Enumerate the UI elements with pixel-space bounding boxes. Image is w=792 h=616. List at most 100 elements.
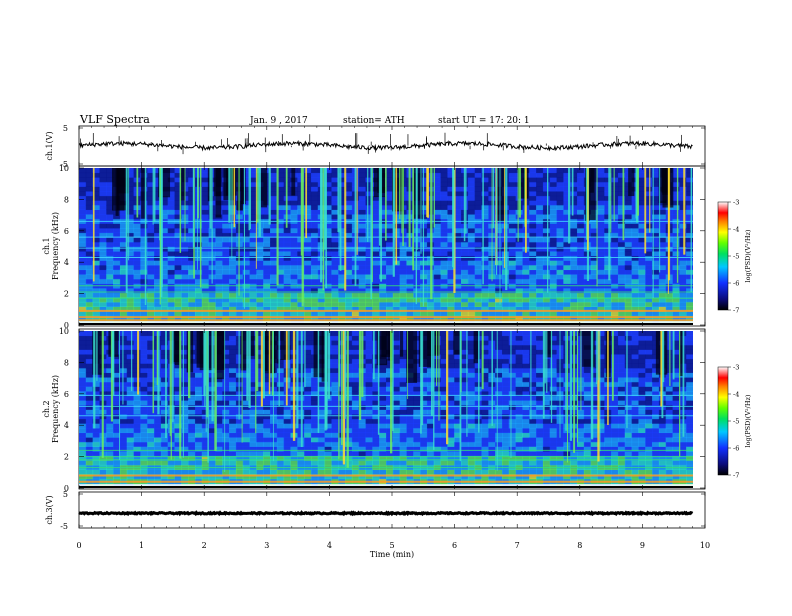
spectro-cell [577,214,584,219]
spectro-cell [93,437,100,442]
spectro-cell [175,260,182,265]
spectro-cell [372,223,379,228]
spectro-cell [154,469,161,474]
spectro-cell [304,168,311,173]
spectro-cell [113,256,120,261]
spectro-cell [359,182,366,187]
spectro-cell [563,260,570,265]
spectro-cell [482,293,489,298]
spectro-cell [229,223,236,228]
spectro-cell [550,210,557,215]
spectro-cell [195,386,202,391]
spectro-cell [120,409,127,414]
spectro-cell [195,451,202,456]
spectro-cell [181,260,188,265]
spectro-cell [550,256,557,261]
spectro-cell [352,345,359,350]
spectro-cell [311,270,318,275]
spectro-cell [290,451,297,456]
spectro-cell [570,186,577,191]
spectro-cell [311,405,318,410]
spectro-cell [550,242,557,247]
spectro-cell [638,260,645,265]
spectro-cell [106,242,113,247]
spectro-cell [79,423,86,428]
spectro-cell [284,274,291,279]
spectro-cell [120,451,127,456]
spectro-cell [134,223,141,228]
spectro-cell [557,200,564,205]
spectro-cell [645,293,652,298]
spectro-cell [359,293,366,298]
spectro-cell [447,293,454,298]
spectro-cell [679,214,686,219]
spectro-cell [106,460,113,465]
spectro-cell [127,349,134,354]
spectro-cell [372,265,379,270]
spectro-cell [577,279,584,284]
spectro-cell [679,191,686,196]
spectro-cell [263,423,270,428]
spectro-cell [86,196,93,201]
spectro-cell [673,177,680,182]
spectro-cell [618,260,625,265]
spectro-cell [406,405,413,410]
spectro-cell [372,260,379,265]
spectro-cell [461,251,468,256]
spectro-cell [352,293,359,298]
spectro-cell [522,270,529,275]
spectro-cell [120,331,127,336]
spectro-cell [79,251,86,256]
spectro-cell [645,270,652,275]
spectro-cell [331,237,338,242]
spectro-cell [304,469,311,474]
spectro-cell [256,274,263,279]
spectro-cell [263,469,270,474]
spectro-cell [441,182,448,187]
spectro-cell [284,293,291,298]
spectro-cell [134,451,141,456]
spectro-cell [543,260,550,265]
spectro-cell [147,414,154,419]
spectro-cell [229,274,236,279]
spectro-cell [86,265,93,270]
spectro-cell [625,210,632,215]
spectro-cell [140,265,147,270]
spectro-cell [379,293,386,298]
spectro-cell [127,354,134,359]
spectro-cell [181,419,188,424]
spectro-cell [359,270,366,275]
spectro-cell [543,270,550,275]
spectro-cell [475,177,482,182]
spectro-cell [147,228,154,233]
spectro-cell [284,414,291,419]
spectro-cell [86,354,93,359]
spectro-cell [161,400,168,405]
spectro-cell [229,302,236,307]
spectro-cell [168,251,175,256]
spectro-cell [570,200,577,205]
spectro-cell [686,191,693,196]
spectro-cell [243,409,250,414]
spectro-cell [468,293,475,298]
spectro-cell [93,428,100,433]
spectro-cell [604,242,611,247]
spectro-cell [304,237,311,242]
spectro-cell [679,168,686,173]
spectro-cell [202,256,209,261]
spectro-cell [536,200,543,205]
spectro-cell [454,302,461,307]
spectro-cell [127,373,134,378]
spectro-cell [229,354,236,359]
spectro-cell [570,246,577,251]
spectro-cell [366,368,373,373]
spectro-cell [243,414,250,419]
spectro-cell [161,354,168,359]
spectro-cell [270,237,277,242]
spectro-cell [638,293,645,298]
spectro-cell [86,345,93,350]
spectro-cell [366,336,373,341]
spectro-cell [536,251,543,256]
spectro-cell [168,214,175,219]
spectro-cell [331,279,338,284]
